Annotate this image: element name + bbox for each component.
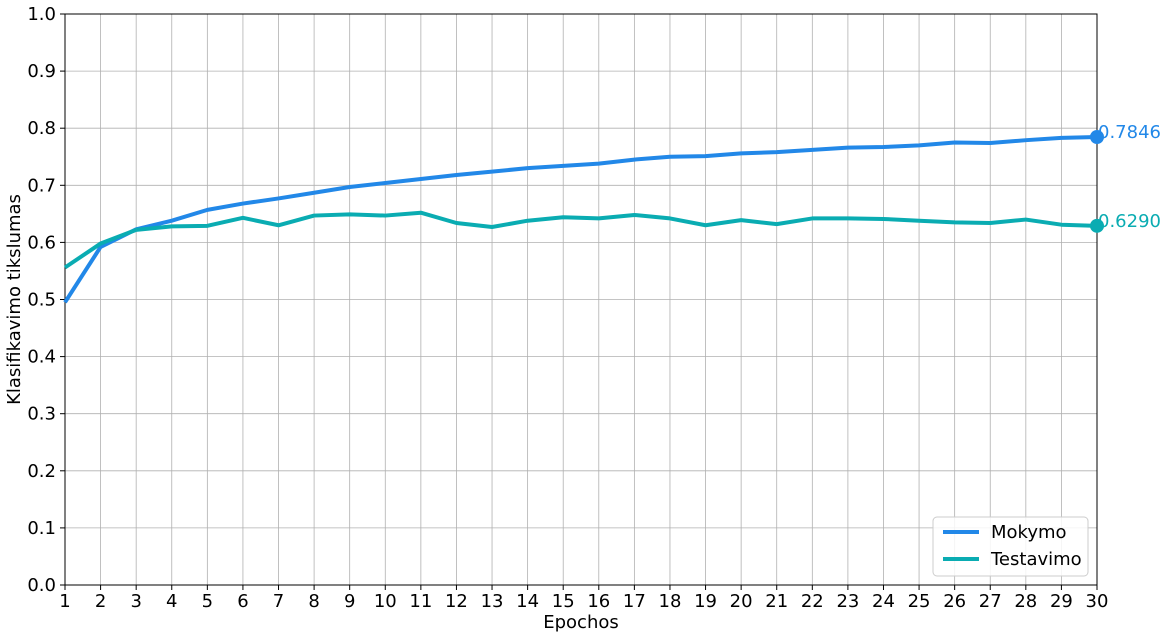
x-tick-label: 11 bbox=[409, 591, 432, 612]
y-tick-label: 0.4 bbox=[27, 347, 56, 368]
legend-label-testavimo: Testavimo bbox=[990, 549, 1082, 570]
grid-lines bbox=[64, 13, 1098, 586]
y-tick-label: 1.0 bbox=[27, 4, 56, 25]
y-tick-label: 0.6 bbox=[27, 232, 56, 253]
x-tick-label: 15 bbox=[552, 591, 575, 612]
x-tick-label: 26 bbox=[943, 591, 966, 612]
y-tick-label: 0.0 bbox=[27, 575, 56, 596]
x-tick-label: 18 bbox=[659, 591, 682, 612]
y-axis-ticks: 0.0 0.1 0.2 0.3 0.4 0.5 0.6 0.7 0.8 0.9 1.0 bbox=[27, 4, 65, 596]
x-tick-label: 9 bbox=[344, 591, 355, 612]
end-label-testavimo: 0.6290 bbox=[1098, 211, 1161, 232]
y-tick-label: 0.8 bbox=[27, 118, 56, 139]
end-label-mokymo: 0.7846 bbox=[1098, 122, 1161, 143]
x-tick-label: 25 bbox=[908, 591, 931, 612]
x-tick-label: 29 bbox=[1050, 591, 1073, 612]
x-tick-label: 4 bbox=[166, 591, 177, 612]
legend: Mokymo Testavimo bbox=[932, 516, 1089, 577]
y-tick-label: 0.2 bbox=[27, 461, 56, 482]
x-tick-label: 1 bbox=[59, 591, 70, 612]
y-tick-label: 0.1 bbox=[27, 518, 56, 539]
x-tick-label: 16 bbox=[587, 591, 610, 612]
x-tick-label: 7 bbox=[273, 591, 284, 612]
y-tick-label: 0.9 bbox=[27, 61, 56, 82]
end-point-mokymo bbox=[1090, 129, 1104, 144]
x-tick-label: 19 bbox=[694, 591, 717, 612]
x-tick-label: 8 bbox=[308, 591, 319, 612]
x-axis-ticks: 1 2 3 4 5 6 7 8 9 10 11 12 13 14 15 16 17 18 19 20 21 22 23 24 2… bbox=[59, 585, 1108, 612]
x-tick-label: 12 bbox=[445, 591, 468, 612]
x-tick-label: 5 bbox=[202, 591, 213, 612]
x-axis-label: Epochos bbox=[543, 612, 619, 633]
y-tick-label: 0.7 bbox=[27, 175, 56, 196]
x-tick-label: 13 bbox=[481, 591, 504, 612]
series-lines bbox=[63, 134, 1098, 304]
x-tick-label: 30 bbox=[1086, 591, 1109, 612]
x-tick-label: 14 bbox=[516, 591, 539, 612]
x-tick-label: 27 bbox=[979, 591, 1002, 612]
y-tick-label: 0.3 bbox=[27, 404, 56, 425]
x-tick-label: 22 bbox=[801, 591, 824, 612]
x-tick-label: 17 bbox=[623, 591, 646, 612]
x-tick-label: 6 bbox=[237, 591, 248, 612]
x-tick-label: 21 bbox=[765, 591, 788, 612]
x-tick-label: 24 bbox=[872, 591, 895, 612]
x-tick-label: 2 bbox=[95, 591, 106, 612]
x-tick-label: 10 bbox=[374, 591, 397, 612]
y-tick-label: 0.5 bbox=[27, 290, 56, 311]
x-tick-label: 23 bbox=[836, 591, 859, 612]
y-axis-label: Klasifikavimo tikslumas bbox=[4, 194, 25, 405]
end-point-testavimo bbox=[1090, 218, 1104, 233]
x-tick-label: 20 bbox=[730, 591, 753, 612]
series-line-testavimo bbox=[63, 210, 1098, 270]
x-tick-label: 28 bbox=[1014, 591, 1037, 612]
end-value-labels: 0.7846 0.6290 bbox=[1090, 122, 1161, 233]
series-line-mokymo bbox=[63, 134, 1098, 304]
legend-label-mokymo: Mokymo bbox=[991, 522, 1067, 543]
x-tick-label: 3 bbox=[130, 591, 141, 612]
